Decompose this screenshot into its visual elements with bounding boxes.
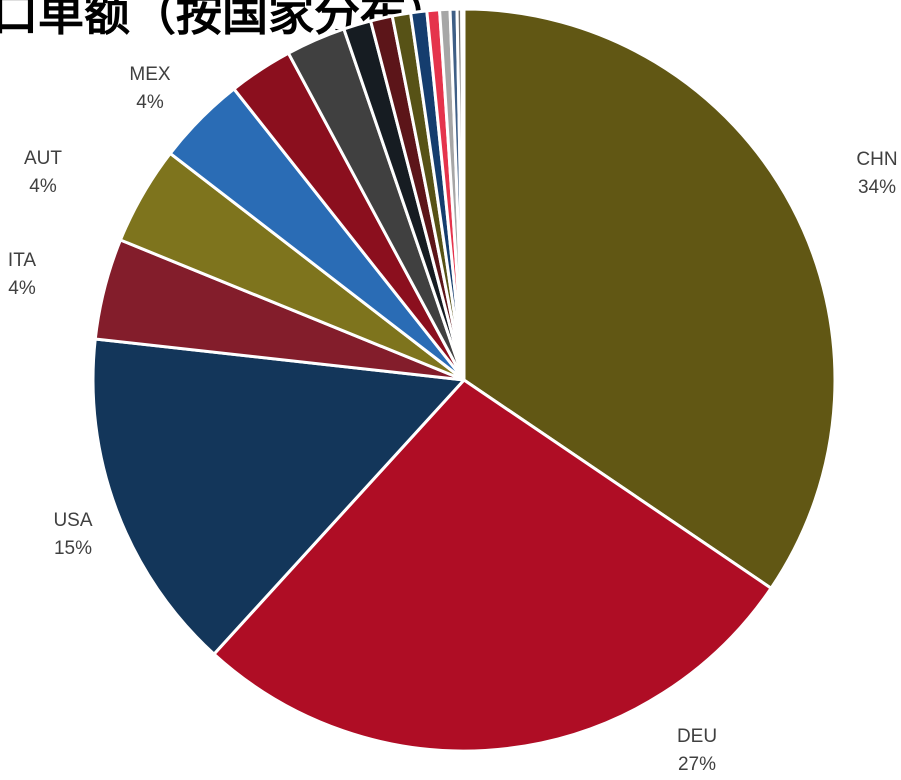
data-label-name: DEU [677, 726, 717, 747]
pie-data-labels: CHN 34% DEU 27% USA 15% ITA 4% AUT 4% MEX 4% [8, 64, 898, 775]
pie-slice-chn [462, 7, 837, 590]
data-label-percent: 15% [54, 538, 92, 559]
data-label-name: CHN [856, 149, 897, 170]
data-label-name: MEX [129, 64, 171, 85]
data-label-chn: CHN 34% [856, 149, 897, 198]
data-label-deu: DEU 27% [677, 726, 717, 775]
data-label-usa: USA 15% [53, 510, 92, 559]
data-label-percent: 4% [136, 92, 164, 113]
data-label-name: AUT [24, 148, 62, 169]
data-label-percent: 4% [29, 176, 57, 197]
data-label-mex: MEX 4% [129, 64, 171, 113]
pie-slice-deu [212, 378, 773, 753]
data-label-aut: AUT 4% [24, 148, 62, 197]
data-label-percent: 34% [858, 177, 896, 198]
data-label-ita: ITA 4% [8, 250, 36, 299]
pie-slices [91, 7, 837, 753]
data-label-name: USA [53, 510, 92, 531]
data-label-percent: 27% [678, 754, 716, 775]
data-label-percent: 4% [8, 278, 36, 299]
pie-slice-usa [91, 337, 466, 656]
pie-slice-17 [460, 7, 466, 382]
data-label-name: ITA [8, 250, 36, 271]
